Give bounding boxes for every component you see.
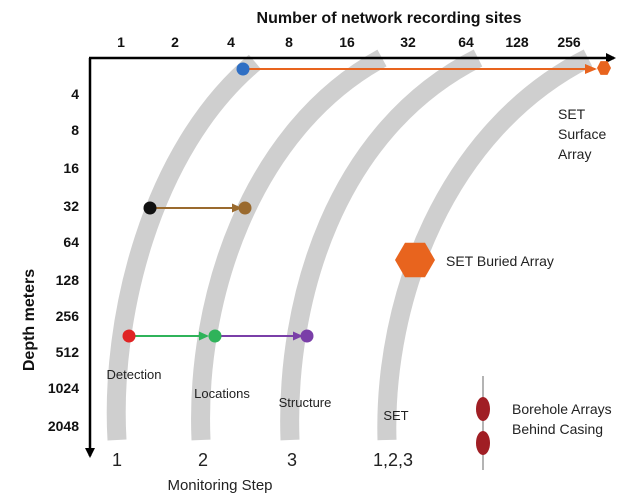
x-tick-labels: 1 2 4 8 16 32 64 128 256: [117, 34, 581, 50]
step-label-3: 3: [287, 450, 297, 470]
y-tick: 4: [71, 86, 79, 102]
step-label-set: 1,2,3: [373, 450, 413, 470]
surface-array-label-line-3: Array: [558, 146, 591, 162]
step-bands: [106, 49, 593, 441]
y-tick: 8: [71, 122, 79, 138]
band-step-3: [280, 49, 483, 441]
y-tick: 512: [56, 344, 80, 360]
x-tick: 4: [227, 34, 235, 50]
label-structure: Structure: [279, 395, 332, 410]
x-axis-title: Number of network recording sites: [257, 10, 522, 27]
x-tick: 16: [339, 34, 355, 50]
step-label-1: 1: [112, 450, 122, 470]
label-set: SET: [383, 408, 408, 423]
y-axis-title: Depth meters: [21, 269, 38, 371]
step-label-2: 2: [198, 450, 208, 470]
black-start-dot: [143, 201, 157, 215]
x-tick: 8: [285, 34, 293, 50]
step-labels: 1 2 3 1,2,3: [112, 450, 413, 470]
y-tick: 64: [63, 234, 79, 250]
brown-end-dot: [238, 201, 252, 215]
x-tick: 1: [117, 34, 125, 50]
borehole-label-line-1: Borehole Arrays: [512, 401, 612, 417]
band-step-set: [377, 49, 593, 441]
borehole-label-line-2: Behind Casing: [512, 421, 603, 437]
y-tick: 16: [63, 160, 79, 176]
surface-array-label-line-1: SET: [558, 106, 586, 122]
red-start-dot: [122, 329, 136, 343]
x-tick: 64: [458, 34, 474, 50]
label-locations: Locations: [194, 386, 250, 401]
y-tick: 2048: [48, 418, 79, 434]
x-tick: 32: [400, 34, 416, 50]
surface-array-hexagon: [597, 61, 611, 75]
y-tick: 256: [56, 308, 80, 324]
borehole-icon: [476, 376, 490, 470]
y-tick: 1024: [48, 380, 79, 396]
purple-end-dot: [300, 329, 314, 343]
x-tick: 2: [171, 34, 179, 50]
buried-array-label: SET Buried Array: [446, 253, 554, 269]
x-tick: 128: [505, 34, 529, 50]
y-tick-labels: 4 8 16 32 64 128 256 512 1024 2048: [48, 86, 79, 434]
y-tick: 128: [56, 272, 80, 288]
label-detection: Detection: [107, 367, 162, 382]
y-tick: 32: [63, 198, 79, 214]
green-mid-dot: [208, 329, 222, 343]
x-tick: 256: [557, 34, 581, 50]
surface-array-label-line-2: Surface: [558, 126, 606, 142]
band-step-2: [191, 49, 387, 441]
blue-start-dot: [236, 62, 250, 76]
band-step-1: [106, 54, 262, 441]
buried-array-hexagon: [395, 242, 435, 278]
steps-axis-title: Monitoring Step: [167, 477, 272, 494]
